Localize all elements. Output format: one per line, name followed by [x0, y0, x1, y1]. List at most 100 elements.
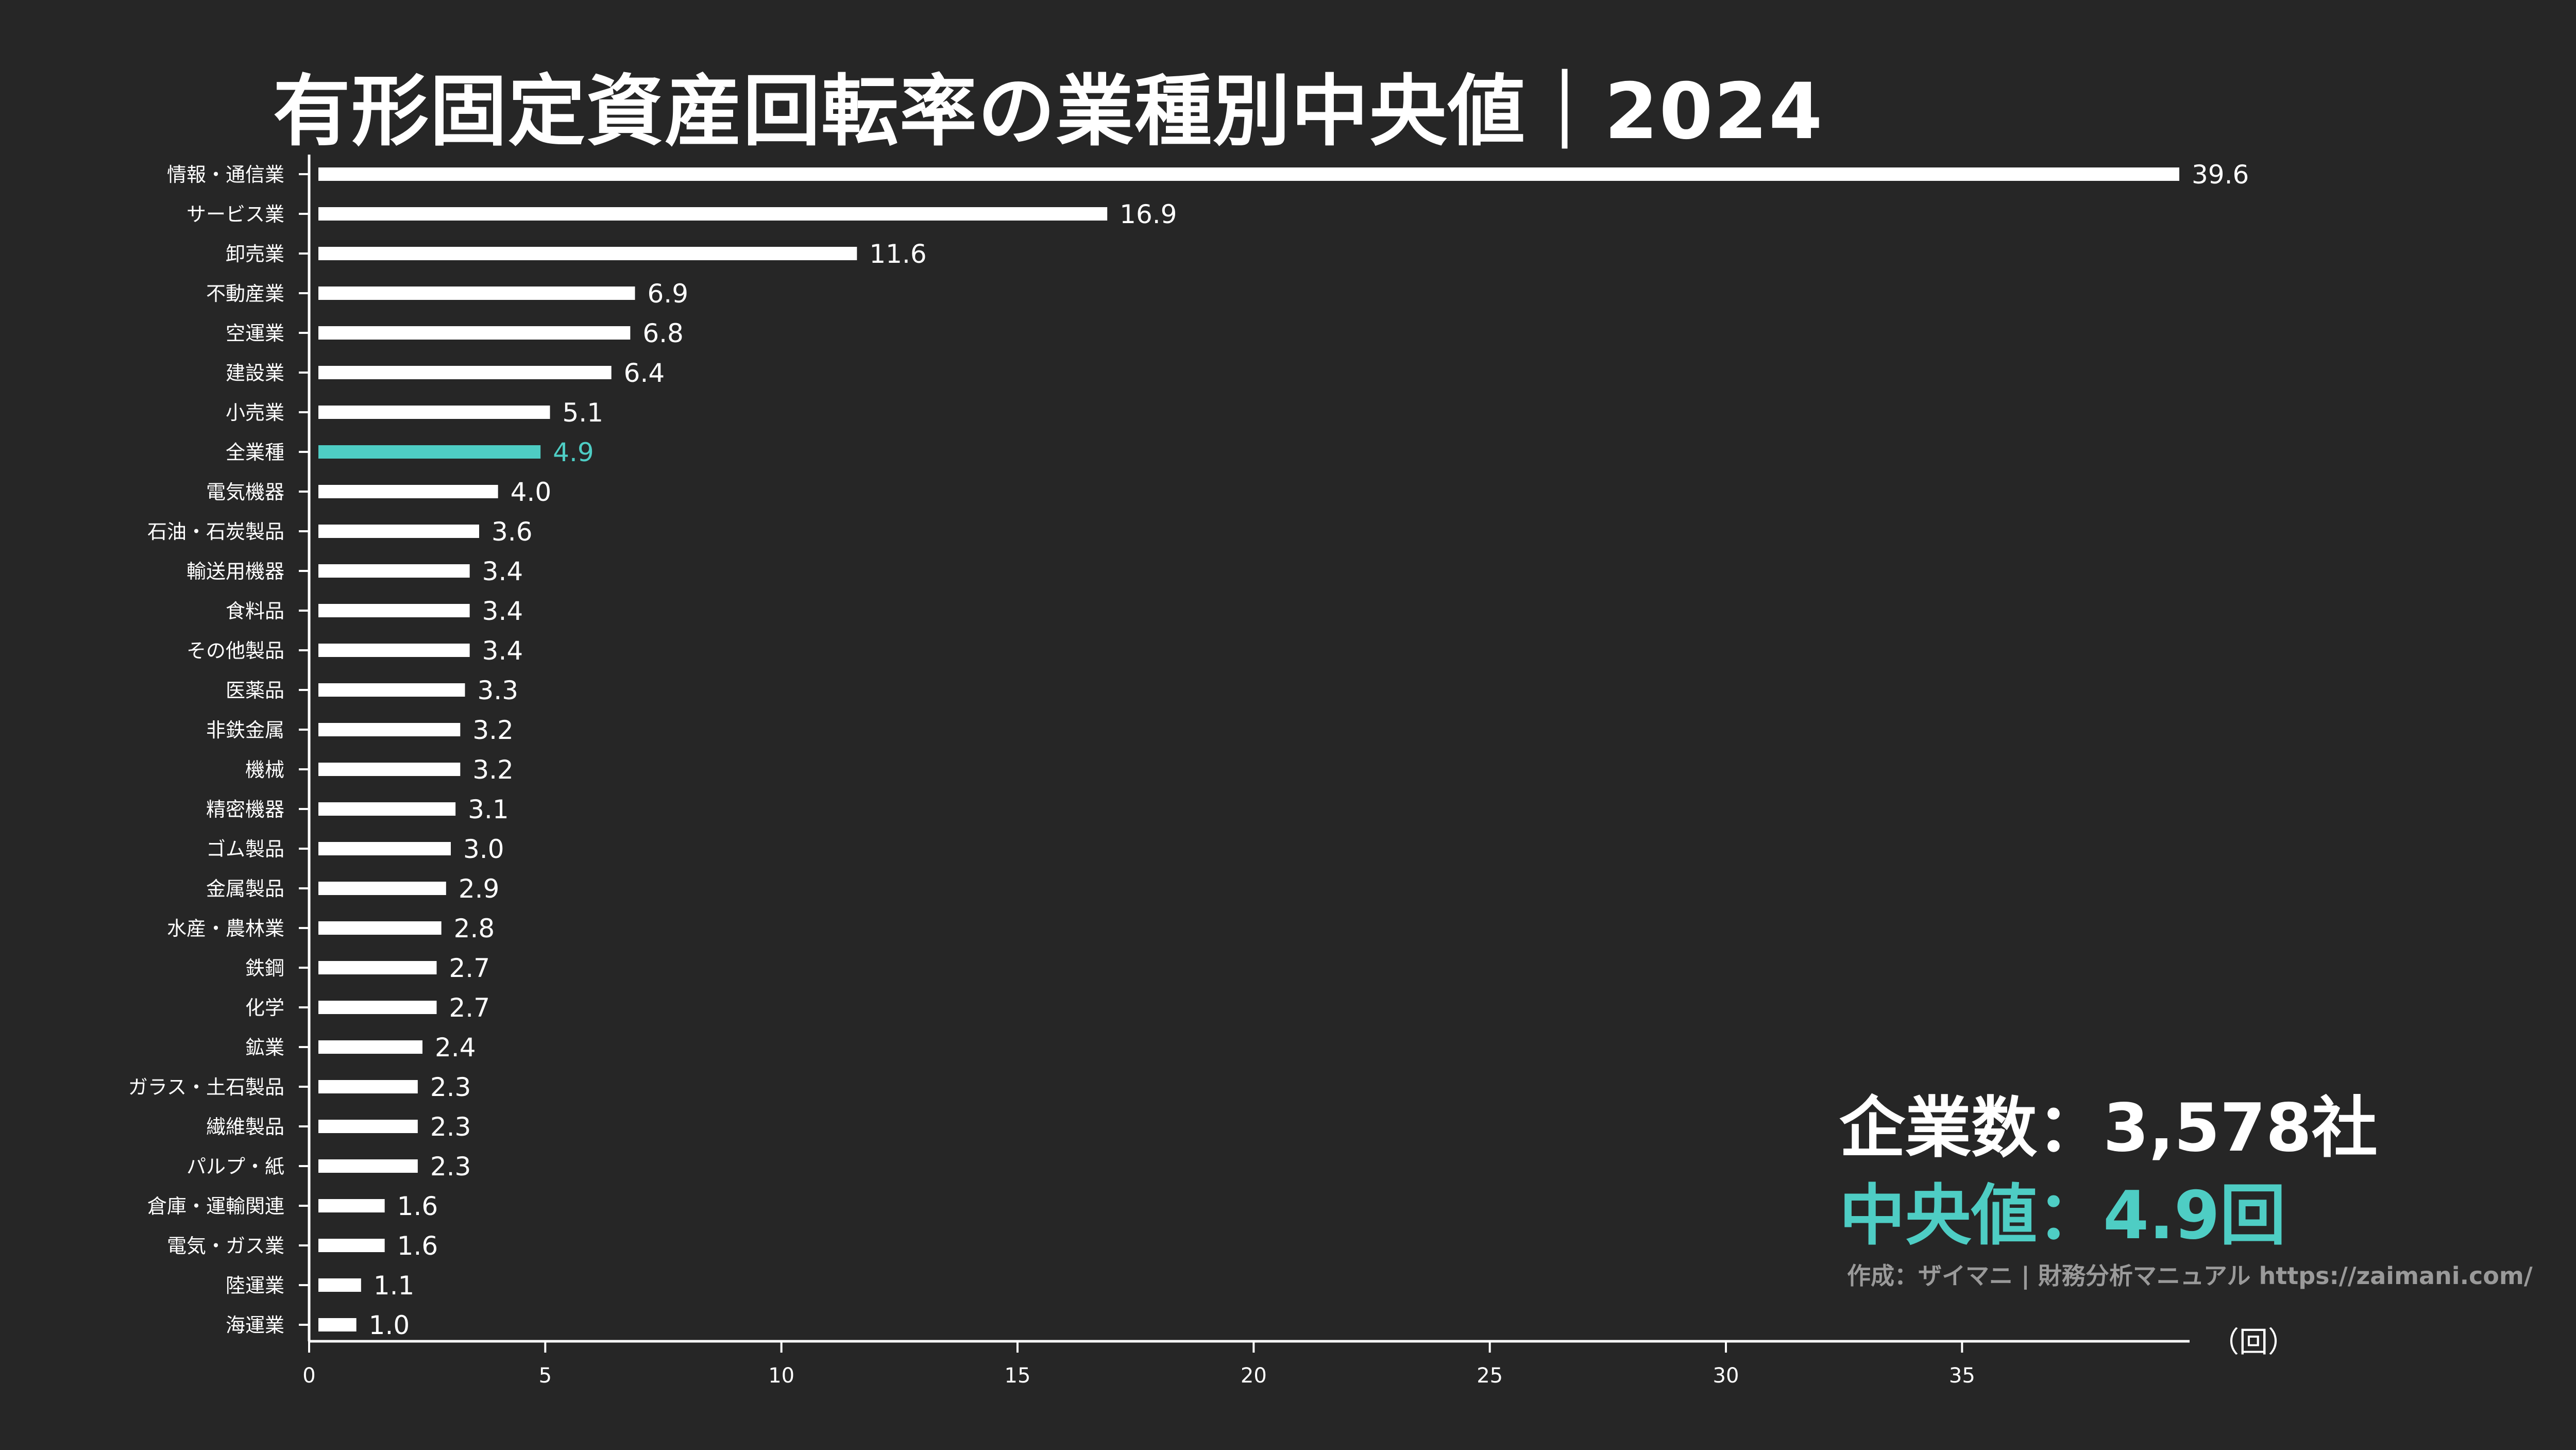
x-tick-label: 5 — [539, 1364, 552, 1388]
value-label: 2.4 — [435, 1033, 476, 1063]
value-label: 4.9 — [553, 437, 594, 467]
category-label: 石油・石炭製品 — [147, 520, 284, 543]
value-label: 39.6 — [2192, 160, 2249, 190]
category-label: 陸運業 — [226, 1274, 284, 1297]
value-label: 4.0 — [511, 477, 552, 507]
category-label: 小売業 — [226, 401, 284, 424]
bar — [318, 644, 470, 657]
bar — [318, 802, 456, 816]
value-label: 2.9 — [459, 874, 500, 904]
category-label: 建設業 — [226, 362, 284, 384]
value-label: 3.3 — [478, 676, 519, 705]
x-tick-label: 15 — [1005, 1364, 1031, 1388]
value-label: 2.3 — [430, 1072, 471, 1102]
value-label: 1.0 — [369, 1310, 410, 1340]
bar — [318, 286, 635, 300]
bar — [318, 1159, 418, 1173]
bar — [318, 604, 470, 617]
category-label: ゴム製品 — [206, 838, 284, 861]
bar — [318, 882, 446, 895]
value-label: 11.6 — [869, 239, 926, 269]
category-label: 鉄鋼 — [245, 957, 284, 980]
value-label: 2.7 — [449, 993, 490, 1023]
bar — [318, 564, 470, 578]
bar — [318, 445, 541, 459]
bar — [318, 1199, 385, 1212]
source-credit: 作成：ザイマニ | 財務分析マニュアル https://zaimani.com/ — [1847, 1262, 2533, 1290]
value-label: 2.8 — [454, 914, 495, 943]
category-label: サービス業 — [187, 203, 284, 226]
category-label: 精密機器 — [206, 798, 284, 821]
value-label: 3.0 — [463, 834, 504, 864]
bar — [318, 842, 451, 855]
bar — [318, 1120, 418, 1133]
category-label: 海運業 — [226, 1314, 284, 1337]
value-label: 1.1 — [374, 1271, 415, 1301]
x-tick-label: 10 — [768, 1364, 794, 1388]
x-tick-label: 35 — [1949, 1364, 1975, 1388]
bar — [318, 1040, 422, 1054]
bar — [318, 366, 612, 379]
median-value: 中央値：4.9回 — [1839, 1177, 2286, 1254]
category-label: 電気機器 — [206, 481, 284, 503]
bar — [318, 326, 631, 340]
category-label: 食料品 — [226, 600, 284, 622]
bar — [318, 1080, 418, 1093]
category-label: 卸売業 — [226, 243, 284, 265]
category-label: 繊維製品 — [206, 1116, 284, 1138]
x-tick-label: 30 — [1713, 1364, 1739, 1388]
value-label: 3.4 — [482, 636, 523, 666]
value-label: 6.9 — [648, 279, 689, 309]
category-label: ガラス・土石製品 — [128, 1076, 284, 1099]
category-label: 化学 — [245, 997, 284, 1019]
company-count: 企業数：3,578社 — [1839, 1090, 2378, 1167]
bar — [318, 961, 437, 974]
bar — [318, 525, 479, 538]
value-label: 3.1 — [468, 795, 509, 824]
category-label: 全業種 — [226, 441, 284, 464]
category-label: パルプ・紙 — [187, 1155, 284, 1178]
category-label: 倉庫・運輸関連 — [147, 1195, 284, 1218]
bar — [318, 921, 442, 935]
chart-title: 有形固定資産回転率の業種別中央値｜2024 — [273, 67, 1824, 157]
category-label: 鉱業 — [245, 1036, 284, 1059]
category-label: その他製品 — [187, 639, 284, 662]
bar — [318, 485, 498, 498]
category-label: 金属製品 — [206, 878, 284, 900]
category-label: 水産・農林業 — [167, 917, 284, 940]
x-axis-unit-label: （回） — [2210, 1326, 2297, 1359]
value-label: 3.4 — [482, 596, 523, 626]
bar — [318, 207, 1108, 221]
category-label: 不動産業 — [206, 282, 284, 305]
x-tick-label: 25 — [1477, 1364, 1503, 1388]
value-label: 1.6 — [397, 1191, 438, 1221]
value-label: 16.9 — [1120, 199, 1177, 229]
value-label: 6.4 — [624, 358, 665, 388]
category-label: 情報・通信業 — [167, 163, 284, 186]
value-label: 3.2 — [472, 715, 514, 745]
bar — [318, 247, 857, 260]
value-label: 1.6 — [397, 1231, 438, 1261]
bar — [318, 1318, 357, 1331]
value-label: 6.8 — [642, 318, 684, 348]
value-label: 3.4 — [482, 557, 523, 586]
category-label: 非鉄金属 — [206, 719, 284, 741]
bar — [318, 406, 550, 419]
x-tick-label: 20 — [1241, 1364, 1267, 1388]
value-label: 3.2 — [472, 755, 514, 785]
bar — [318, 763, 461, 776]
x-tick-label: 0 — [302, 1364, 315, 1388]
bar — [318, 723, 461, 736]
value-label: 2.3 — [430, 1152, 471, 1182]
category-label: 医薬品 — [226, 679, 284, 702]
value-label: 3.6 — [492, 517, 533, 547]
value-label: 5.1 — [563, 398, 604, 428]
value-label: 2.7 — [449, 953, 490, 983]
category-label: 輸送用機器 — [187, 560, 284, 583]
bar — [318, 1278, 361, 1292]
category-label: 空運業 — [226, 322, 284, 345]
category-label: 機械 — [245, 758, 284, 781]
bar — [318, 683, 465, 697]
